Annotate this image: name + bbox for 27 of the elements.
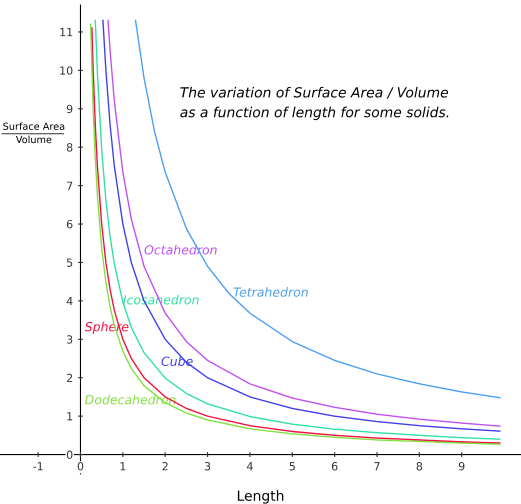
annotation: The variation of Surface Area / Volume as a function of length for some solids.: [180, 86, 448, 120]
y-tick-label: 3: [66, 335, 72, 344]
y-tick-label: 6: [66, 220, 72, 228]
x-tick-label: 0: [78, 462, 84, 470]
x-tick-label: 2: [162, 462, 168, 470]
y-tick-label: 2: [66, 374, 72, 382]
x-tick-label: 3: [204, 462, 210, 470]
x-tick-label: 9: [458, 462, 464, 470]
y-tick-label: 0: [66, 450, 72, 459]
y-tick-label: 11: [60, 28, 72, 36]
x-tick-label: 4: [246, 462, 253, 470]
x-tick-label: 1: [120, 462, 126, 470]
x-tick-label: 8: [416, 462, 422, 470]
y-axis-title: Surface Area Volume: [3, 122, 64, 144]
x-tick-label: 7: [374, 462, 380, 470]
y-tick-label: 10: [60, 66, 72, 75]
x-tick-label: 6: [332, 462, 338, 470]
y-tick-label: 7: [67, 182, 72, 190]
series-label: Tetrahedron: [234, 287, 308, 297]
y-tick-label: 9: [66, 104, 72, 114]
y-tick-label: 5: [66, 258, 72, 267]
x-axis-title: Length: [238, 490, 284, 504]
y-tick-label: 8: [66, 143, 72, 152]
y-tick-label: 4: [66, 296, 73, 306]
x-tick-label: -1: [33, 462, 43, 470]
x-tick-label: 5: [290, 462, 295, 470]
y-tick-label: 1: [67, 412, 72, 420]
